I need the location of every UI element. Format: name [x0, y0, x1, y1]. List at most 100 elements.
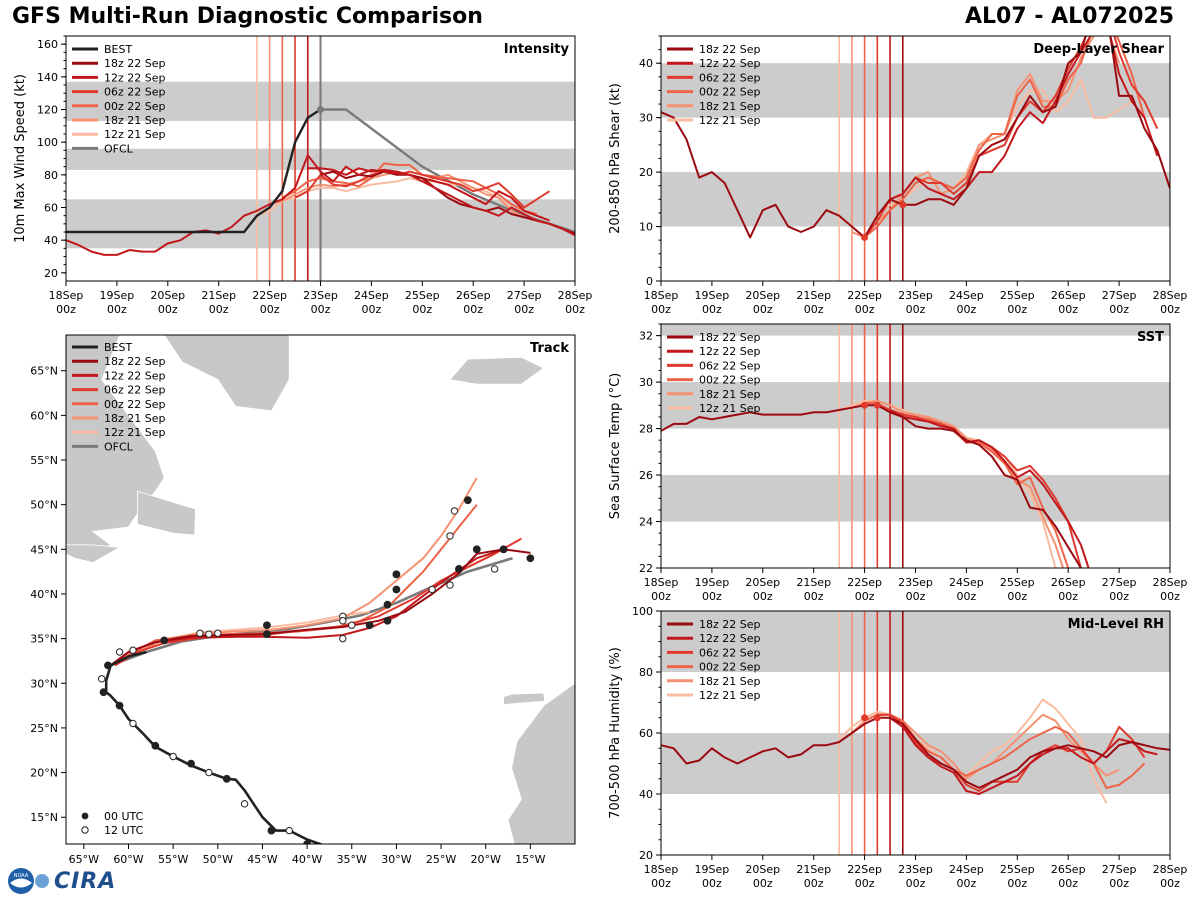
- noaa-label: NOAA: [14, 873, 29, 879]
- panel-intensity: 2040608010012014016018Sep00z19Sep00z20Se…: [13, 35, 593, 316]
- y-tick-label: 25°N: [30, 722, 58, 735]
- legend-label: 06z 22 Sep: [699, 359, 761, 372]
- x-tick-label: 25Sep: [1000, 289, 1035, 302]
- legend-label: OFCL: [104, 440, 134, 453]
- x-tick-sublabel: 00z: [463, 303, 483, 316]
- x-tick-label: 26Sep: [1051, 576, 1086, 589]
- x-tick-label: 21Sep: [201, 289, 236, 302]
- y-tick-label: 20: [639, 849, 653, 862]
- x-tick-label: 19Sep: [695, 576, 730, 589]
- x-tick-label: 22Sep: [847, 289, 882, 302]
- x-tick-label: 23Sep: [898, 576, 933, 589]
- track-point-12utc: [205, 630, 213, 638]
- y-tick-label: 45°N: [30, 543, 58, 556]
- x-tick-label: 23Sep: [303, 289, 338, 302]
- x-tick-sublabel: 00z: [957, 877, 977, 890]
- x-tick-label: 22Sep: [252, 289, 287, 302]
- y-tick-label: 80: [639, 666, 653, 679]
- y-axis-label: 200-850 hPa Shear (kt): [608, 83, 623, 234]
- track-point-00utc: [392, 570, 401, 579]
- x-tick-label: 28Sep: [1153, 863, 1188, 876]
- y-tick-label: 55°N: [30, 454, 58, 467]
- storm-id-title: AL07 - AL072025: [965, 4, 1174, 29]
- x-tick-sublabel: 00z: [804, 590, 824, 603]
- x-tick-label: 27Sep: [1102, 289, 1137, 302]
- track-point-12utc: [450, 507, 459, 515]
- x-tick-sublabel: 00z: [906, 303, 926, 316]
- y-tick-label: 30: [639, 112, 653, 125]
- y-axis-label: 10m Max Wind Speed (kt): [13, 74, 28, 243]
- series-line: [889, 409, 1090, 568]
- cira-logo: NOAA CIRA: [6, 866, 116, 896]
- x-tick-label: 26Sep: [1051, 289, 1086, 302]
- panel-track: 65°W 60°W 55°W 50°W 45°W 40°W 35°W 30°W 25°W 20°W…: [30, 334, 576, 866]
- series-line: [661, 716, 1170, 789]
- x-tick-sublabel: 00z: [855, 303, 875, 316]
- legend-label: 00z 22 Sep: [104, 398, 166, 411]
- x-tick-label: 20Sep: [745, 289, 780, 302]
- axes-frame: [660, 323, 1171, 569]
- track-point-12utc: [490, 565, 499, 573]
- y-tick-label: 100: [37, 136, 58, 149]
- x-tick-sublabel: 00z: [1058, 877, 1078, 890]
- data-point: [861, 714, 869, 722]
- x-tick-sublabel: 00z: [1160, 590, 1180, 603]
- data-point: [873, 714, 881, 722]
- legend-label: 12z 22 Sep: [699, 345, 761, 358]
- threshold-band: [661, 172, 1170, 227]
- x-tick-label: 24Sep: [354, 289, 389, 302]
- track-point-12utc: [205, 768, 213, 777]
- track-point-00utc: [463, 496, 472, 505]
- y-tick-label: 20°N: [30, 767, 58, 780]
- y-tick-label: 40: [639, 788, 653, 801]
- track-point-00utc: [365, 621, 374, 630]
- x-tick-label: 21Sep: [796, 576, 831, 589]
- plot-area-track: [66, 335, 575, 844]
- x-tick-label: 65°W: [69, 853, 99, 866]
- x-tick-label: 22Sep: [847, 863, 882, 876]
- data-point: [873, 401, 881, 409]
- x-tick-label: 19Sep: [100, 289, 135, 302]
- track-point-00utc: [263, 621, 271, 630]
- track-point-12utc: [339, 617, 347, 625]
- track-point-00utc: [263, 630, 271, 639]
- x-tick-label: 23Sep: [898, 863, 933, 876]
- series-line: [838, 698, 1108, 804]
- axes-frame: [65, 35, 576, 282]
- y-tick-label: 30: [639, 376, 653, 389]
- series-line: [851, 399, 1065, 568]
- legend-label: 18z 21 Sep: [104, 412, 166, 425]
- legend-label: 12 UTC: [104, 824, 144, 837]
- x-tick-label: 19Sep: [695, 863, 730, 876]
- x-tick-sublabel: 00z: [1007, 877, 1027, 890]
- series-line: [66, 108, 322, 234]
- y-tick-label: 40: [639, 57, 653, 70]
- x-tick-label: 50°W: [203, 853, 233, 866]
- x-tick-label: 25Sep: [1000, 576, 1035, 589]
- legend-label: 18z 22 Sep: [104, 57, 166, 70]
- legend-label: 12z 21 Sep: [699, 402, 761, 415]
- y-tick-label: 120: [37, 104, 58, 117]
- x-tick-sublabel: 00z: [855, 877, 875, 890]
- x-tick-label: 27Sep: [1102, 576, 1137, 589]
- x-tick-label: 26Sep: [1051, 863, 1086, 876]
- legend-label: 12z 22 Sep: [699, 632, 761, 645]
- land-mass: [574, 559, 575, 631]
- land-mass: [503, 692, 546, 706]
- legend-label: OFCL: [104, 142, 134, 155]
- x-tick-label: 30°W: [381, 853, 411, 866]
- track-point-12utc: [428, 585, 436, 594]
- x-tick-sublabel: 00z: [906, 590, 926, 603]
- x-tick-label: 28Sep: [558, 289, 593, 302]
- legend-12utc-marker: [81, 826, 89, 834]
- track-point-00utc: [222, 774, 231, 783]
- x-tick-sublabel: 00z: [1058, 303, 1078, 316]
- legend-label: 18z 22 Sep: [699, 331, 761, 344]
- x-tick-sublabel: 00z: [651, 303, 671, 316]
- track-point-00utc: [383, 600, 392, 609]
- y-tick-label: 22: [639, 562, 653, 575]
- track-point-12utc: [339, 634, 347, 643]
- legend-label: 06z 22 Sep: [104, 86, 166, 99]
- legend-label: BEST: [104, 341, 132, 354]
